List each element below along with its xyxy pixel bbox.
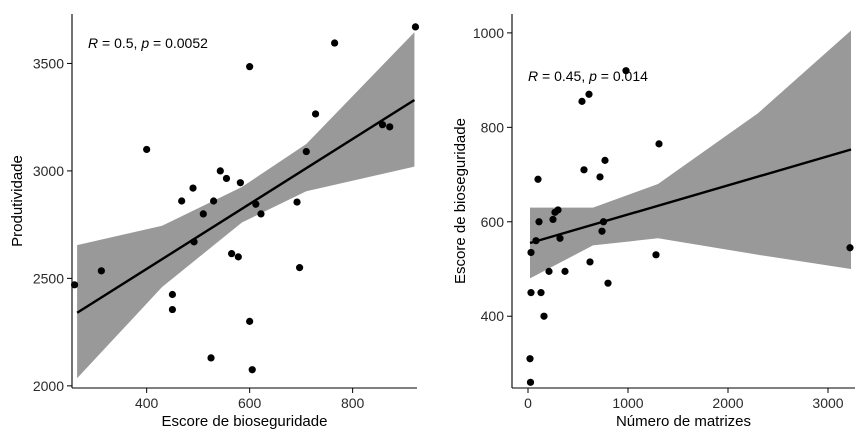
regression-line: [76, 98, 416, 314]
y-tick-label: 800: [481, 119, 505, 135]
data-point-20: [252, 200, 260, 208]
data-point-21: [598, 227, 606, 235]
data-point-12: [216, 167, 224, 175]
p-value: = 0.014: [597, 68, 648, 84]
y-axis-label: Escore de bioseguridade: [452, 118, 469, 284]
data-point-25: [622, 67, 630, 75]
data-point-18: [585, 90, 593, 98]
data-point-2: [97, 267, 105, 275]
r-value: = 0.45,: [538, 68, 589, 84]
data-point-19: [586, 258, 594, 266]
data-point-3: [527, 289, 535, 297]
data-point-16: [578, 97, 586, 105]
data-point-23: [295, 264, 304, 272]
data-point-16: [236, 179, 244, 187]
y-tick-label: 600: [481, 214, 505, 230]
p-value: = 0.0052: [149, 35, 208, 51]
data-point-21: [257, 210, 265, 218]
p-symbol: p: [140, 35, 149, 51]
y-tick-label: 1000: [473, 25, 504, 41]
data-point-5: [532, 237, 540, 245]
data-point-17: [246, 63, 254, 71]
data-point-8: [190, 238, 198, 246]
confidence-band: [530, 30, 851, 279]
data-point-7: [189, 184, 197, 192]
r-symbol: R: [528, 68, 538, 84]
data-point-9: [540, 312, 548, 320]
data-point-13: [554, 206, 562, 214]
y-tick-label: 400: [481, 308, 505, 324]
data-point-11: [549, 215, 557, 224]
x-tick-label: 600: [238, 395, 262, 411]
data-point-15: [561, 267, 569, 275]
x-tick-label: 800: [341, 395, 365, 411]
r-symbol: R: [88, 35, 98, 51]
x-tick-label: 1000: [612, 395, 643, 411]
data-point-19: [248, 366, 256, 374]
data-point-28: [846, 244, 854, 252]
data-point-14: [228, 250, 236, 258]
panel-2: 0 1000 2000 3000 400 600 800 1000 Número de matr…: [452, 14, 855, 430]
y-axis-label: Produtividade: [9, 155, 26, 247]
data-point-22: [599, 218, 608, 226]
p-symbol: p: [588, 68, 597, 84]
data-point-24: [604, 279, 612, 287]
data-point-9: [199, 210, 207, 218]
data-point-13: [222, 174, 231, 183]
data-point-29: [411, 23, 420, 31]
data-point-7: [535, 218, 543, 226]
y-tick-label: 3500: [33, 55, 64, 71]
data-point-1: [526, 355, 534, 363]
x-tick-label: 2000: [712, 395, 743, 411]
data-point-20: [596, 173, 604, 181]
data-point-4: [168, 290, 177, 299]
regression-line: [529, 148, 852, 245]
panel-1: 400 600 800 2000 2500 3000 3500 Escore de biose…: [9, 14, 420, 430]
x-axis-label: Escore de bioseguridade: [162, 413, 328, 430]
stats-annotation: R = 0.5, p = 0.0052: [88, 35, 208, 51]
data-point-27: [655, 140, 663, 148]
r-value: = 0.5,: [98, 35, 141, 51]
data-point-18: [246, 317, 254, 325]
data-point-26: [652, 251, 660, 259]
data-point-3: [143, 145, 151, 154]
data-point-23: [601, 156, 609, 164]
data-point-28: [386, 123, 394, 131]
data-point-17: [580, 166, 588, 174]
data-point-26: [331, 39, 339, 47]
x-tick-label: 0: [524, 395, 532, 411]
data-point-6: [534, 175, 542, 183]
data-point-15: [234, 253, 242, 261]
data-point-1: [70, 281, 79, 289]
data-point-8: [537, 289, 545, 297]
x-axis-label: Número de matrizes: [616, 413, 751, 430]
data-point-2: [526, 378, 535, 386]
data-point-6: [178, 197, 186, 205]
data-point-22: [293, 198, 301, 206]
data-point-27: [378, 121, 387, 129]
x-tick-label: 400: [135, 395, 159, 411]
data-point-11: [210, 197, 218, 205]
data-point-10: [207, 354, 215, 362]
y-tick-label: 2000: [33, 378, 64, 394]
data-point-10: [545, 267, 553, 275]
stats-annotation: R = 0.45, p = 0.014: [528, 68, 648, 84]
data-point-14: [556, 234, 564, 242]
data-point-5: [168, 305, 177, 314]
data-point-4: [527, 248, 535, 257]
y-tick-label: 2500: [33, 270, 64, 286]
y-tick-label: 3000: [33, 163, 64, 179]
data-point-24: [302, 147, 310, 156]
data-point-25: [311, 110, 320, 118]
x-tick-label: 3000: [812, 395, 843, 411]
